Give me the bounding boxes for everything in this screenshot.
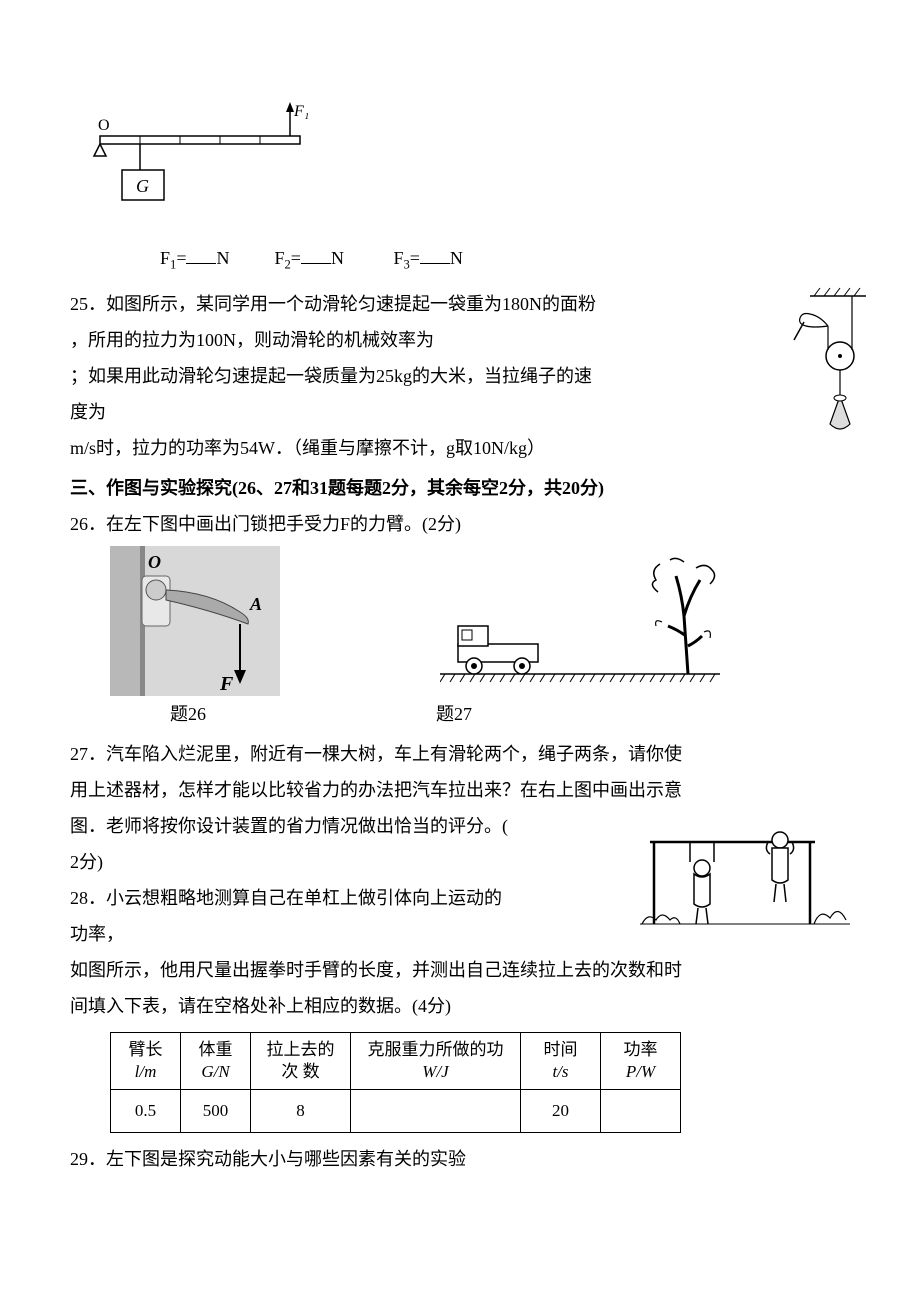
- label-q27: 题27: [436, 696, 472, 732]
- q27-line1: 27．汽车陷入烂泥里，附近有一棵大树，车上有滑轮两个，绳子两条，请你使: [70, 736, 850, 772]
- col-header-weight: 体重G/N: [181, 1032, 251, 1089]
- q28-line4: 间填入下表，请在空格处补上相应的数据。(4分): [70, 988, 850, 1024]
- door-label-a: A: [249, 594, 262, 614]
- f2-blank[interactable]: [301, 246, 331, 264]
- col-header-power: 功率P/W: [601, 1032, 681, 1089]
- person-hanging-icon: [690, 842, 714, 924]
- q25-line4: 度为: [70, 394, 670, 430]
- q25-block: 25．如图所示，某同学用一个动滑轮匀速提起一袋重为180N的面粉 ，所用的拉力为…: [70, 286, 850, 466]
- q25-line1: 25．如图所示，某同学用一个动滑轮匀速提起一袋重为180N的面粉: [70, 286, 670, 322]
- cell-armlength: 0.5: [111, 1089, 181, 1132]
- q28-line2: 功率，: [70, 916, 590, 952]
- door-handle-image: O A F: [110, 546, 280, 696]
- col-header-armlength: 臂长l/m: [111, 1032, 181, 1089]
- bushes-icon: [642, 911, 846, 924]
- q25-line2: ，所用的拉力为100N，则动滑轮的机械效率为: [70, 322, 670, 358]
- q28-line3: 如图所示，他用尺量出握拳时手臂的长度，并测出自己连续拉上去的次数和时: [70, 952, 850, 988]
- q28-line1: 28．小云想粗略地测算自己在单杠上做引体向上运动的: [70, 880, 590, 916]
- tree-icon: [652, 558, 714, 674]
- pullup-image: [640, 824, 850, 934]
- col-header-count: 拉上去的次 数: [251, 1032, 351, 1089]
- lever-label-o: O: [98, 117, 110, 134]
- truck-tree-image: [440, 556, 720, 696]
- cell-weight: 500: [181, 1089, 251, 1132]
- q27-line2: 用上述器材，怎样才能以比较省力的办法把汽车拉出来？在右上图中画出示意: [70, 772, 850, 808]
- f1-label: F1=: [160, 248, 186, 268]
- q25-line5: m/s时，拉力的功率为54W．（绳重与摩擦不计，g取10N/kg）: [70, 430, 850, 466]
- q26-q27-images-row: O A F: [110, 546, 850, 696]
- f1-blank[interactable]: [186, 246, 216, 264]
- door-label-o: O: [148, 552, 161, 572]
- lever-label-g: G: [136, 176, 149, 196]
- q25-line3: ；如果用此动滑轮匀速提起一袋质量为25kg的大米，当拉绳子的速: [70, 358, 670, 394]
- hand-icon: [800, 313, 828, 327]
- table-data-row: 0.5 500 8 20: [111, 1089, 681, 1132]
- cell-count: 8: [251, 1089, 351, 1132]
- section-3-heading: 三、作图与实验探究(26、27和31题每题2分，其余每空2分，共20分): [70, 470, 850, 506]
- col-header-work: 克服重力所做的功W/J: [351, 1032, 521, 1089]
- lever-svg: O F₁ G: [90, 100, 330, 220]
- f2-label: F2=: [274, 248, 300, 268]
- pulley-diagram: [780, 286, 870, 446]
- col-header-time: 时间t/s: [521, 1032, 601, 1089]
- image-labels-row: 题26 题27: [170, 696, 850, 732]
- ground-hatching: [440, 674, 715, 682]
- q26-text: 26．在左下图中画出门锁把手受力F的力臂。(2分): [70, 506, 850, 542]
- f3-blank[interactable]: [420, 246, 450, 264]
- table-header-row: 臂长l/m 体重G/N 拉上去的次 数 克服重力所做的功W/J 时间t/s 功率…: [111, 1032, 681, 1089]
- cell-time: 20: [521, 1089, 601, 1132]
- label-q26: 题26: [170, 696, 206, 732]
- truck-icon: [458, 626, 538, 674]
- lever-pivot: [94, 144, 106, 156]
- cell-work-blank[interactable]: [351, 1089, 521, 1132]
- cell-power-blank[interactable]: [601, 1089, 681, 1132]
- lever-label-f1: F₁: [293, 103, 309, 120]
- q28-block: 2分) 28．小云想粗略地测算自己在单杠上做引体向上运动的 功率，: [70, 844, 850, 952]
- door-label-f: F: [219, 673, 234, 695]
- f3-label: F3=: [393, 248, 419, 268]
- q29-text: 29．左下图是探究动能大小与哪些因素有关的实验: [70, 1141, 850, 1177]
- pullup-data-table: 臂长l/m 体重G/N 拉上去的次 数 克服重力所做的功W/J 时间t/s 功率…: [110, 1032, 681, 1133]
- force-blanks-line: F1=N F2=N F3=N: [160, 240, 850, 278]
- lever-beam: [100, 136, 300, 144]
- lever-diagram: O F₁ G: [90, 100, 850, 220]
